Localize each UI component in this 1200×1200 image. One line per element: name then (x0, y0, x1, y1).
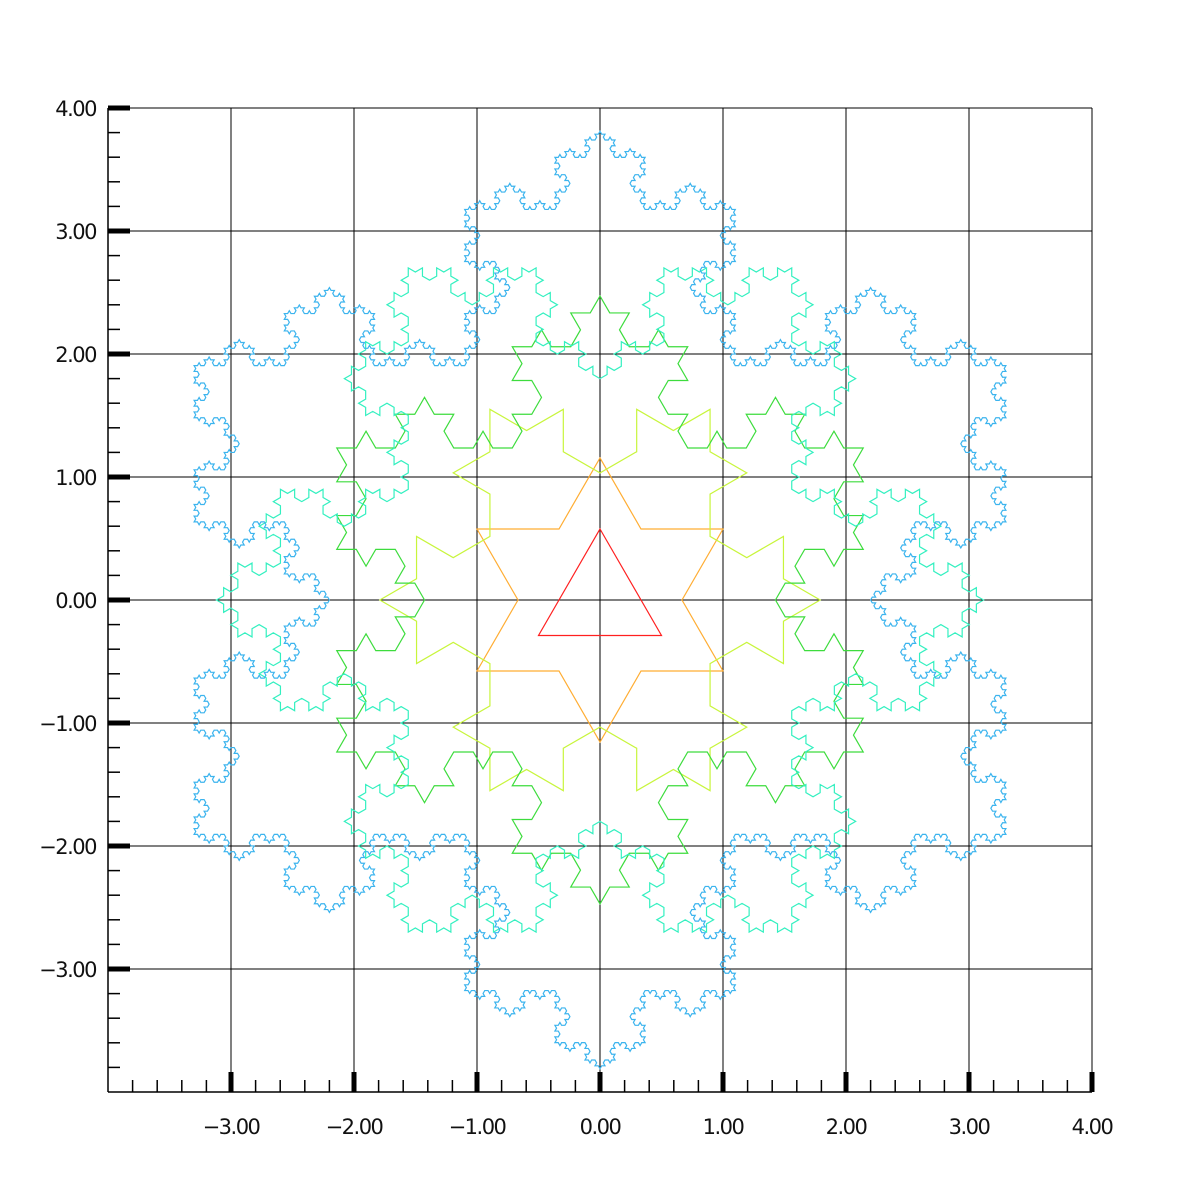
snowflake-iteration-5 (193, 130, 1007, 1070)
y-tick-label: 3.00 (55, 220, 96, 244)
axes (107, 105, 1095, 1093)
y-tick-label: −1.00 (39, 712, 96, 736)
x-tick-label: 1.00 (703, 1115, 744, 1139)
x-tick-label: −2.00 (326, 1115, 383, 1139)
y-tick-label: 0.00 (55, 589, 96, 613)
x-tick-label: −1.00 (449, 1115, 506, 1139)
x-tick-label: 2.00 (826, 1115, 867, 1139)
x-tick-label: 4.00 (1072, 1115, 1113, 1139)
grid (108, 107, 1093, 1092)
snowflake-iteration-4 (215, 266, 985, 934)
y-tick-label: 4.00 (55, 97, 96, 121)
snowflake-iteration-2 (378, 408, 822, 792)
x-tick-label: 0.00 (580, 1115, 621, 1139)
plot-area (193, 130, 1007, 1070)
snowflake-iteration-1 (475, 456, 725, 744)
snowflake-iteration-3 (335, 294, 865, 906)
y-tick-label: −2.00 (39, 835, 96, 859)
x-tick-label: −3.00 (203, 1115, 260, 1139)
y-tick-label: 2.00 (55, 343, 96, 367)
snowflake-iteration-0 (537, 527, 663, 637)
y-tick-label: −3.00 (39, 958, 96, 982)
x-tick-label: 3.00 (949, 1115, 990, 1139)
y-tick-label: 1.00 (55, 466, 96, 490)
tick-labels: −3.00 −2.00 −1.00 0.00 1.00 2.00 3.00 4.00 4.00 3… (39, 97, 1114, 1139)
